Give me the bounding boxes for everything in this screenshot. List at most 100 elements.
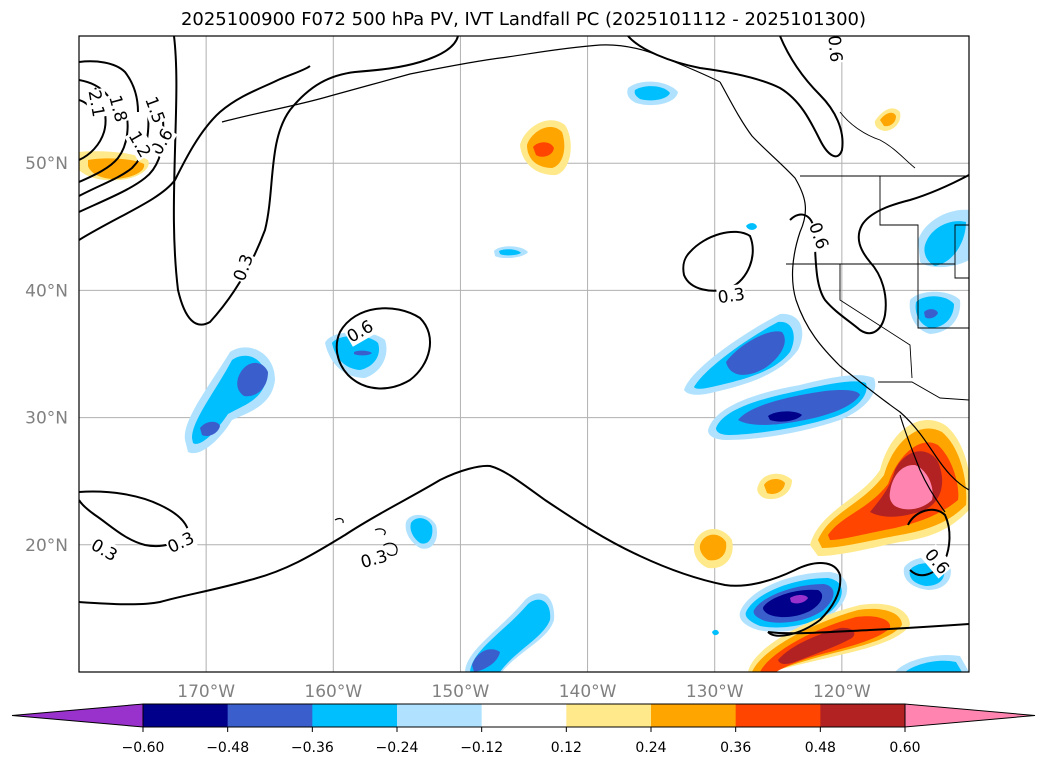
shade-positive <box>880 112 896 127</box>
contour-label-bg <box>715 283 747 308</box>
contour-line <box>79 79 109 97</box>
shade-negative <box>905 660 962 672</box>
baja-coast <box>899 414 946 513</box>
contour-line <box>79 104 129 183</box>
contour-label-bg <box>124 126 156 162</box>
contour-label-bg <box>342 315 378 347</box>
shade-negative <box>499 249 521 256</box>
lon-tick-label: 130°W <box>686 682 744 702</box>
colorbar-tick-label: −0.36 <box>291 740 334 756</box>
shade-negative <box>746 223 757 230</box>
colorbar-frame <box>142 703 906 728</box>
colorbar-segment <box>566 704 652 727</box>
contour-label: 0.3 <box>717 285 747 309</box>
shade-negative <box>634 86 670 101</box>
colorbar-tick-label: 0.36 <box>720 740 751 756</box>
state-border <box>879 176 969 329</box>
colorbar-tick-label: −0.12 <box>460 740 503 756</box>
colorbar-segment <box>397 704 483 727</box>
contour-line <box>79 65 311 241</box>
contour-label-bg <box>804 219 834 253</box>
contour-line <box>79 464 842 637</box>
state-border <box>954 224 969 279</box>
shade-negative <box>924 221 966 266</box>
contour-label: 0.6 <box>823 34 845 63</box>
colorbar-segment <box>143 704 229 727</box>
shade-negative <box>200 421 220 436</box>
lon-tick-label: 170°W <box>177 682 235 702</box>
contour-label-bg <box>105 92 132 125</box>
shade-negative <box>410 518 433 544</box>
contour-label: 2.1 <box>84 89 108 119</box>
canada-interior <box>839 111 916 169</box>
map-frame <box>78 35 970 673</box>
lat-tick-label: 50°N <box>25 154 68 174</box>
contour-line <box>627 36 844 158</box>
contour-label-bg <box>920 544 954 579</box>
shade-negative <box>763 589 823 618</box>
shade-positive <box>778 627 855 665</box>
colorbar-segment <box>735 704 821 727</box>
shade-negative <box>712 629 719 636</box>
contour-label-bg <box>824 36 847 64</box>
colorbar-segment <box>651 704 737 727</box>
shade-negative <box>790 595 808 604</box>
colorbar-segment <box>227 704 313 727</box>
contour-line <box>79 111 150 197</box>
contour-line <box>907 508 951 577</box>
colorbar-extend-max <box>904 703 1036 728</box>
shade-negative <box>237 362 268 397</box>
shade-negative <box>354 350 372 356</box>
colorbar-segment <box>820 704 906 727</box>
shade-negative <box>472 649 500 672</box>
shade-negative <box>726 331 785 375</box>
colorbar-segment <box>481 704 567 727</box>
state-border <box>839 264 913 379</box>
shade-positive <box>533 142 554 157</box>
contour-label-bg <box>163 527 198 558</box>
colorbar-tick-label: 0.12 <box>551 740 582 756</box>
contour-line <box>789 174 969 335</box>
colorbar-tick-label: −0.60 <box>122 740 165 756</box>
contour-line <box>767 623 969 635</box>
map-area: 0.30.30.3 0.30.30.60.60.60.60.62.11.8 1.51… <box>79 34 969 672</box>
contour-line <box>79 60 139 113</box>
lon-tick-label: 140°W <box>559 682 617 702</box>
pc-shading <box>79 81 969 672</box>
hawaii-island <box>374 528 386 536</box>
shade-positive <box>699 534 727 561</box>
shade-positive <box>88 158 145 179</box>
shade-negative <box>768 411 802 422</box>
lon-tick-label: 120°W <box>813 682 871 702</box>
lat-tick-label: 30°N <box>25 409 68 429</box>
contour-label-bg <box>87 534 122 566</box>
colorbar-tick-label: 0.24 <box>635 740 666 756</box>
colorbar-tick-label: 0.48 <box>805 740 836 756</box>
chart-title: 2025100900 F072 500 hPa PV, IVT Landfall… <box>180 9 867 30</box>
colorbar-extend-min <box>11 703 144 728</box>
shade-positive <box>889 464 933 510</box>
shade-negative <box>924 309 938 319</box>
contour-label-bg <box>228 250 258 285</box>
colorbar-segment <box>312 704 398 727</box>
colorbar-tick-label: −0.24 <box>376 740 419 756</box>
lat-tick-labels: 20°N 30°N 40°N 50°N <box>25 154 68 556</box>
contour-line <box>172 36 459 326</box>
contour-label-bg <box>357 545 391 573</box>
colorbar-tick-label: −0.48 <box>206 740 249 756</box>
contour-line <box>335 307 431 390</box>
lon-tick-labels: 170°W 160°W 150°W 140°W 130°W 120°W <box>177 682 871 702</box>
na-west-coast <box>719 81 969 491</box>
hawaii-island <box>334 517 344 524</box>
lon-tick-label: 160°W <box>304 682 362 702</box>
lon-tick-label: 150°W <box>432 682 490 702</box>
mexico-border <box>878 381 969 401</box>
shade-positive <box>764 479 785 494</box>
contour-label-bg <box>84 87 110 119</box>
colorbar: −0.60 −0.48 −0.36 −0.24 −0.12 0.12 0.24 0.36 0.4… <box>11 703 1036 756</box>
lat-tick-label: 40°N <box>25 281 68 301</box>
colorbar-tick-label: 0.60 <box>889 740 920 756</box>
contour-label-bg <box>141 93 170 127</box>
lat-tick-label: 20°N <box>25 536 68 556</box>
